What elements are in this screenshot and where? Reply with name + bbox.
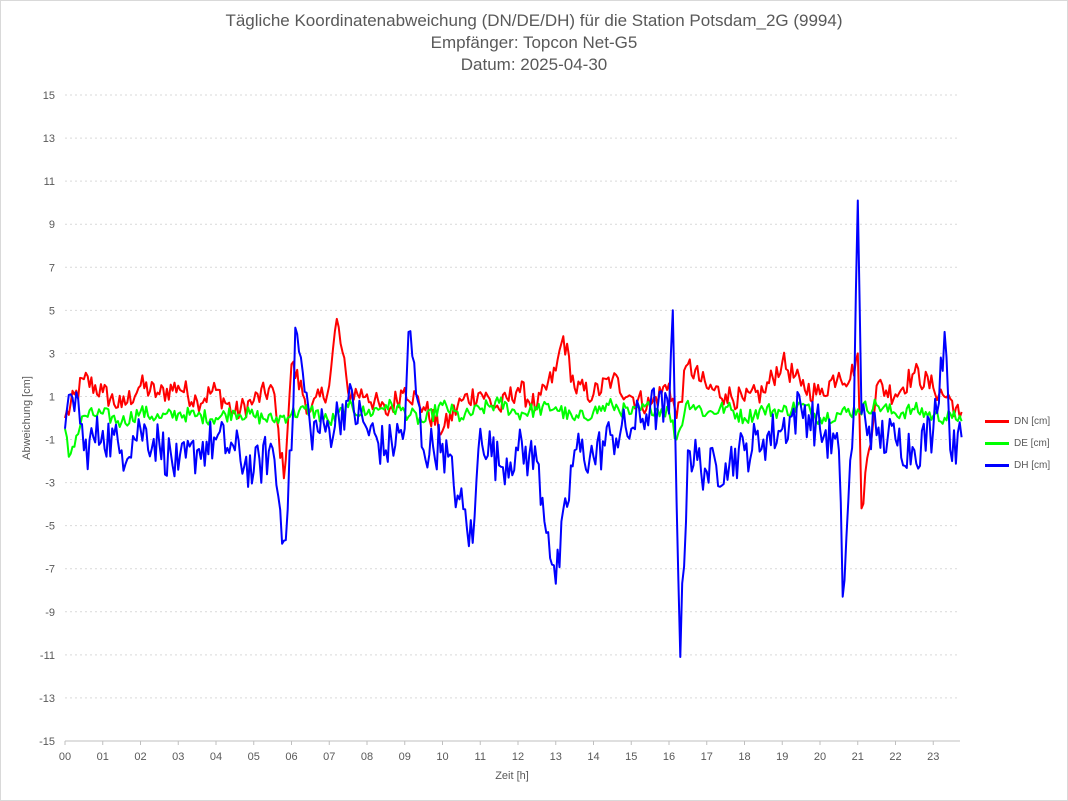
x-tick-label: 19 — [776, 751, 788, 763]
x-tick-label: 04 — [210, 751, 222, 763]
x-tick-label: 00 — [59, 751, 71, 763]
x-tick-label: 15 — [625, 751, 637, 763]
series-lines — [64, 199, 963, 658]
x-tick-label: 16 — [663, 751, 675, 763]
y-tick-label: -15 — [39, 736, 55, 748]
y-tick-label: -9 — [45, 607, 55, 619]
series-line-dh — [64, 199, 963, 658]
y-tick-label: -7 — [45, 564, 55, 576]
x-axis-ticks: 00 01 02 03 04 05 06 07 08 09 10 11 12 13 14 15 16 17 18 19… — [59, 741, 939, 763]
y-tick-label: 1 — [49, 391, 55, 403]
legend-label-dn: DN [cm] — [1014, 415, 1051, 427]
x-tick-label: 07 — [323, 751, 335, 763]
x-tick-label: 20 — [814, 751, 826, 763]
y-tick-label: 5 — [49, 305, 55, 317]
x-axis-title: Zeit [h] — [495, 770, 529, 782]
x-tick-label: 06 — [285, 751, 297, 763]
y-tick-label: 11 — [44, 176, 55, 188]
legend-item-dn: DN [cm] — [985, 410, 1065, 432]
y-tick-label: 9 — [49, 219, 55, 231]
x-tick-label: 01 — [97, 751, 109, 763]
legend-swatch-de — [985, 441, 1009, 445]
x-tick-label: 03 — [172, 751, 184, 763]
legend-swatch-dn — [985, 419, 1009, 423]
y-tick-label: -1 — [45, 435, 55, 447]
x-tick-label: 05 — [248, 751, 260, 763]
y-tick-label: 13 — [43, 133, 55, 145]
y-tick-label: 15 — [43, 90, 55, 102]
chart-subtitle-receiver: Empfänger: Topcon Net-G5 — [430, 33, 638, 52]
x-tick-label: 12 — [512, 751, 524, 763]
y-tick-label: 7 — [49, 262, 55, 274]
y-tick-label: -13 — [39, 693, 55, 705]
y-tick-label: -11 — [40, 650, 55, 662]
chart-titles: Tägliche Koordinatenabweichung (DN/DE/DH… — [0, 10, 1068, 76]
y-tick-label: 3 — [49, 348, 55, 360]
x-tick-label: 22 — [889, 751, 901, 763]
x-tick-label: 13 — [550, 751, 562, 763]
chart-title: Tägliche Koordinatenabweichung (DN/DE/DH… — [225, 11, 843, 30]
x-tick-label: 17 — [701, 751, 713, 763]
x-tick-label: 08 — [361, 751, 373, 763]
chart-subtitle-date: Datum: 2025-04-30 — [460, 55, 608, 74]
x-tick-label: 23 — [927, 751, 939, 763]
x-tick-label: 02 — [134, 751, 146, 763]
legend-item-dh: DH [cm] — [985, 454, 1065, 476]
y-tick-label: -5 — [45, 521, 55, 533]
legend: DN [cm] DE [cm] DH [cm] — [985, 410, 1065, 476]
x-tick-label: 11 — [475, 751, 486, 763]
y-tick-label: -3 — [45, 478, 55, 490]
x-tick-label: 09 — [399, 751, 411, 763]
x-tick-label: 21 — [852, 751, 864, 763]
x-tick-label: 14 — [587, 751, 599, 763]
x-tick-label: 18 — [738, 751, 750, 763]
legend-label-dh: DH [cm] — [1014, 459, 1051, 471]
y-axis-title: Abweichung [cm] — [21, 376, 33, 460]
y-axis-ticks: 15 13 11 9 7 5 3 1 -1 -3 -5 -7 -9 -11 -13 -15 — [39, 90, 55, 748]
legend-item-de: DE [cm] — [985, 432, 1065, 454]
legend-swatch-dh — [985, 463, 1009, 467]
legend-label-de: DE [cm] — [1014, 437, 1050, 449]
x-tick-label: 10 — [436, 751, 448, 763]
